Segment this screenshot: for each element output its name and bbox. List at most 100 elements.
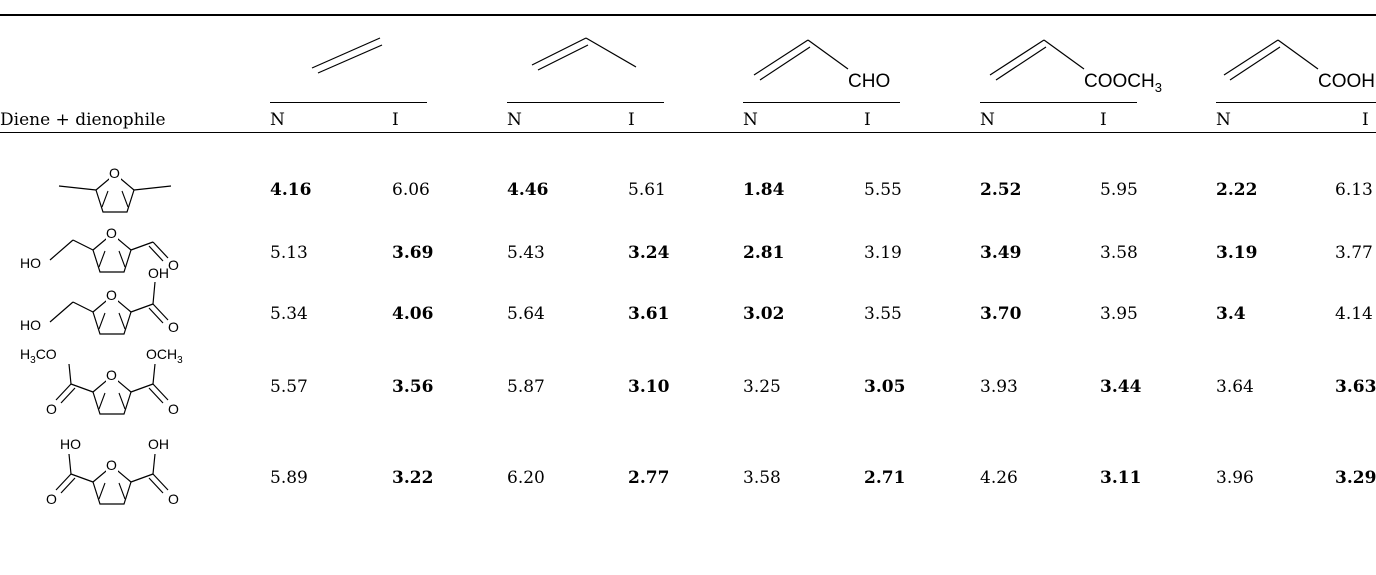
group-rule-methyl-acrylate <box>980 102 1137 103</box>
table-cell-n: 5.87 <box>507 377 545 397</box>
table-cell-n: 4.16 <box>270 180 312 200</box>
table-cell-i: 3.77 <box>1335 243 1373 263</box>
diene-hmfca-structure: O HO O OH <box>20 265 179 335</box>
substituent-label-cho: CHO <box>848 71 890 92</box>
aldehyde-oxygen-label: O <box>168 257 179 273</box>
table-cell-i: 3.63 <box>1335 377 1376 397</box>
table-cell-n: 3.93 <box>980 377 1018 397</box>
substituent-label-sub: 3 <box>1155 80 1162 95</box>
substituent-label-cooch: COOCH <box>1084 71 1155 92</box>
group-rule-acrylic-acid <box>1216 102 1376 103</box>
dienophile-acrylic-acid-structure: COOH <box>1223 39 1375 92</box>
substituent-label-cooh: COOH <box>1318 71 1375 92</box>
table-cell-n: 2.81 <box>743 243 785 263</box>
diene-dimethyl-fdca-structure: O H3CO OCH3 O O <box>20 346 183 417</box>
acid-hydroxyl-left-label: HO <box>60 436 81 452</box>
column-label-n: N <box>270 110 285 130</box>
carbonyl-oxygen-label: O <box>168 319 179 335</box>
table-cell-i: 6.06 <box>392 180 430 200</box>
ring-oxygen-label: O <box>106 457 117 473</box>
table-cell-n: 5.13 <box>270 243 308 263</box>
column-label-i: I <box>1100 110 1107 130</box>
table-cell-n: 3.58 <box>743 468 781 488</box>
carbonyl-oxygen-right-label: O <box>168 401 179 417</box>
diene-dimethylfuran-structure: O <box>58 165 172 213</box>
table-cell-i: 3.10 <box>628 377 670 397</box>
table-cell-n: 3.64 <box>1216 377 1254 397</box>
table-top-rule <box>0 14 1376 16</box>
table-cell-i: 3.11 <box>1100 468 1142 488</box>
diene-fdca-structure: O HO OH O O <box>46 436 179 507</box>
column-label-n: N <box>507 110 522 130</box>
table-cell-n: 3.70 <box>980 304 1022 324</box>
group-rule-propene <box>507 102 664 103</box>
table-cell-n: 3.02 <box>743 304 785 324</box>
table-cell-i: 6.13 <box>1335 180 1373 200</box>
table-cell-i: 3.29 <box>1335 468 1376 488</box>
table-cell-n: 2.52 <box>980 180 1022 200</box>
svg-text:COOCH3: COOCH3 <box>1084 71 1162 95</box>
table-cell-n: 6.20 <box>507 468 545 488</box>
table-cell-n: 2.22 <box>1216 180 1258 200</box>
ring-oxygen-label: O <box>106 225 117 241</box>
table-cell-n: 3.96 <box>1216 468 1254 488</box>
table-cell-i: 3.58 <box>1100 243 1138 263</box>
acid-hydroxyl-label: OH <box>148 265 169 281</box>
table-cell-n: 3.49 <box>980 243 1022 263</box>
dienophile-propene-structure <box>531 37 637 71</box>
group-rule-acrolein <box>743 102 900 103</box>
dienophile-methyl-acrylate-structure: COOCH3 <box>989 39 1162 95</box>
table-cell-n: 5.34 <box>270 304 308 324</box>
table-cell-i: 5.55 <box>864 180 902 200</box>
hydroxyl-label: HO <box>20 255 41 271</box>
table-cell-i: 2.71 <box>864 468 906 488</box>
carbonyl-oxygen-left-label: O <box>46 401 57 417</box>
table-cell-i: 2.77 <box>628 468 670 488</box>
acid-hydroxyl-right-label: OH <box>148 436 169 452</box>
table-cell-n: 3.25 <box>743 377 781 397</box>
column-label-n: N <box>1216 110 1231 130</box>
table-cell-i: 3.69 <box>392 243 434 263</box>
table-cell-i: 3.19 <box>864 243 902 263</box>
table-cell-i: 3.56 <box>392 377 434 397</box>
table-cell-i: 3.05 <box>864 377 906 397</box>
diene-hmf-structure: O HO O <box>20 225 179 273</box>
hydroxyl-label: HO <box>20 317 41 333</box>
header-bottom-rule <box>0 132 1376 133</box>
column-label-n: N <box>743 110 758 130</box>
table-cell-n: 5.89 <box>270 468 308 488</box>
table-cell-i: 3.22 <box>392 468 434 488</box>
column-label-i: I <box>392 110 399 130</box>
methoxy-left-label: H3CO <box>20 346 57 366</box>
row-header-label: Diene + dienophile <box>0 110 166 130</box>
table-cell-n: 3.4 <box>1216 304 1246 324</box>
table-cell-i: 3.95 <box>1100 304 1138 324</box>
table-cell-n: 5.57 <box>270 377 308 397</box>
table-cell-n: 3.19 <box>1216 243 1258 263</box>
column-label-i: I <box>864 110 871 130</box>
table-cell-i: 3.24 <box>628 243 670 263</box>
carbonyl-oxygen-right-label: O <box>168 491 179 507</box>
table-cell-n: 5.64 <box>507 304 545 324</box>
column-label-i: I <box>628 110 635 130</box>
dienophile-acrolein-structure: CHO <box>753 39 890 92</box>
column-label-n: N <box>980 110 995 130</box>
table-cell-n: 4.46 <box>507 180 549 200</box>
ring-oxygen-label: O <box>106 287 117 303</box>
column-label-i: I <box>1362 110 1369 130</box>
table-cell-n: 1.84 <box>743 180 785 200</box>
table-cell-i: 4.14 <box>1335 304 1373 324</box>
table-cell-i: 4.06 <box>392 304 434 324</box>
methoxy-right-label: OCH3 <box>146 346 183 366</box>
dienophile-ethylene-structure <box>311 37 383 74</box>
ring-oxygen-label: O <box>106 367 117 383</box>
ring-oxygen-label: O <box>109 165 120 181</box>
group-rule-ethylene <box>270 102 427 103</box>
table-cell-n: 4.26 <box>980 468 1018 488</box>
table-cell-n: 5.43 <box>507 243 545 263</box>
table-cell-i: 3.61 <box>628 304 670 324</box>
table-cell-i: 5.61 <box>628 180 666 200</box>
table-cell-i: 3.44 <box>1100 377 1142 397</box>
carbonyl-oxygen-left-label: O <box>46 491 57 507</box>
table-cell-i: 5.95 <box>1100 180 1138 200</box>
